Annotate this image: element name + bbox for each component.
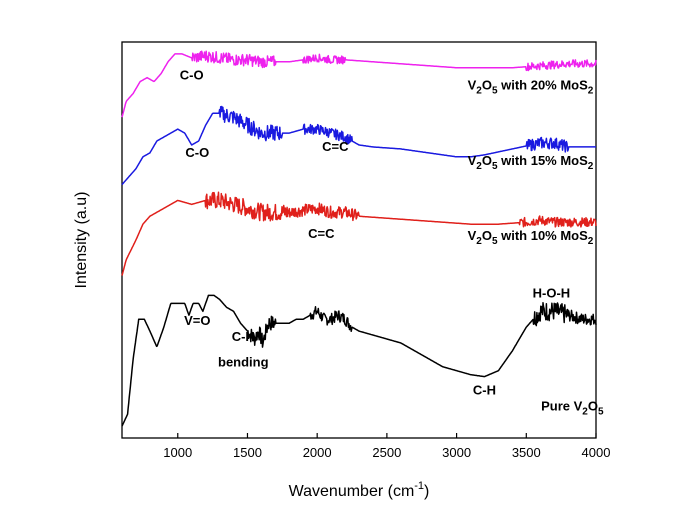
x-axis-title: Wavenumber (cm-1) xyxy=(289,480,430,500)
series-label-3: V2O5 with 20% MoS2 xyxy=(468,78,594,97)
x-tick-label-2: 2000 xyxy=(303,445,332,460)
annotation-3: C=C xyxy=(308,226,335,241)
x-axis: 1000 1500 2000 2500 3000 3500 4000 xyxy=(163,433,610,460)
plot-frame xyxy=(121,41,597,439)
annotation-8: H-O-H xyxy=(533,285,571,300)
series-labels: Pure V2O5 V2O5 with 10% MoS2 V2O5 with 15%… xyxy=(468,78,604,418)
annotation-5: C-H xyxy=(232,329,255,344)
series-line-0 xyxy=(121,294,597,427)
series-line-1 xyxy=(121,191,597,276)
annotation-0: C-O xyxy=(180,68,204,83)
series-line-2 xyxy=(121,105,597,186)
annotation-6: bending xyxy=(218,355,269,370)
series-label-1: V2O5 with 10% MoS2 xyxy=(468,228,594,247)
x-tick-label-3: 2500 xyxy=(372,445,401,460)
annotation-7: C-H xyxy=(473,382,496,397)
series-label-0: Pure V2O5 xyxy=(541,398,604,417)
series-layer xyxy=(121,50,597,427)
annotation-2: C=C xyxy=(322,139,349,154)
annotation-4: V=O xyxy=(184,313,210,328)
annotations: C-O C-O C=C C=C V=O C-H bending C-H H-O-H xyxy=(180,68,570,398)
series-line-3 xyxy=(121,50,597,118)
x-tick-label-4: 3000 xyxy=(442,445,471,460)
x-tick-label-6: 4000 xyxy=(582,445,611,460)
x-tick-label-5: 3500 xyxy=(512,445,541,460)
y-axis-title: Intensity (a.u) xyxy=(73,192,90,289)
series-label-2: V2O5 with 15% MoS2 xyxy=(468,153,594,172)
annotation-1: C-O xyxy=(185,145,209,160)
x-tick-label-0: 1000 xyxy=(163,445,192,460)
x-tick-label-1: 1500 xyxy=(233,445,262,460)
